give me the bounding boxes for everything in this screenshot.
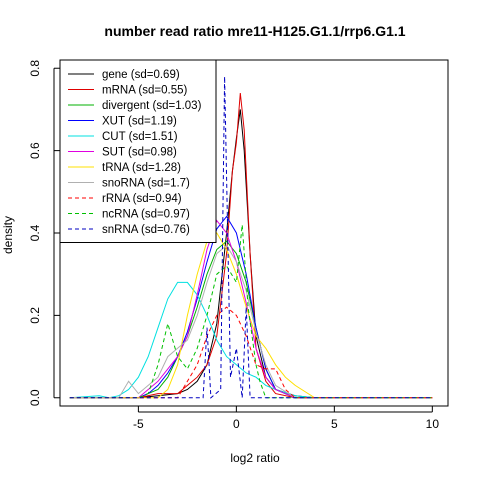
legend-label: ncRNA (sd=0.97) xyxy=(102,209,190,221)
y-tick-label: 0.6 xyxy=(28,142,42,159)
legend-box xyxy=(59,59,217,243)
y-tick-label: 0.2 xyxy=(28,307,42,324)
y-tick-label: 0.0 xyxy=(28,389,42,406)
series-line xyxy=(69,92,433,399)
x-tick-label: 5 xyxy=(331,417,338,431)
x-tick-label: -5 xyxy=(133,417,144,431)
legend-label: mRNA (sd=0.55) xyxy=(102,85,187,97)
x-axis-label: log2 ratio xyxy=(230,451,280,465)
x-tick-label: 0 xyxy=(233,417,240,431)
series-line xyxy=(69,244,433,399)
legend-label: XUT (sd=1.19) xyxy=(102,116,177,128)
axes: -5 0 5 10 0.0 0.2 0.4 0.6 0.8 xyxy=(28,59,449,431)
series-line xyxy=(69,306,433,399)
legend: gene (sd=0.69) mRNA (sd=0.55) divergent (s… xyxy=(59,59,217,243)
y-tick-label: 0.8 xyxy=(28,60,42,77)
x-tick-label: 10 xyxy=(426,417,440,431)
legend-label: rRNA (sd=0.94) xyxy=(102,193,182,205)
series-line xyxy=(69,232,433,399)
series-line xyxy=(69,76,433,399)
legend-label: snoRNA (sd=1.7) xyxy=(102,178,190,190)
chart-title: number read ratio mre11-H125.G1.1/rrp6.G… xyxy=(104,23,405,39)
legend-label: tRNA (sd=1.28) xyxy=(102,162,181,174)
legend-label: divergent (sd=1.03) xyxy=(102,100,202,112)
y-tick-label: 0.4 xyxy=(28,224,42,241)
legend-label: snRNA (sd=0.76) xyxy=(102,224,190,236)
series-line xyxy=(69,224,433,399)
legend-label: CUT (sd=1.51) xyxy=(102,131,178,143)
y-axis-label: density xyxy=(1,216,15,254)
legend-label: gene (sd=0.69) xyxy=(102,69,180,81)
series-line xyxy=(69,215,433,399)
legend-label: SUT (sd=0.98) xyxy=(102,147,177,159)
